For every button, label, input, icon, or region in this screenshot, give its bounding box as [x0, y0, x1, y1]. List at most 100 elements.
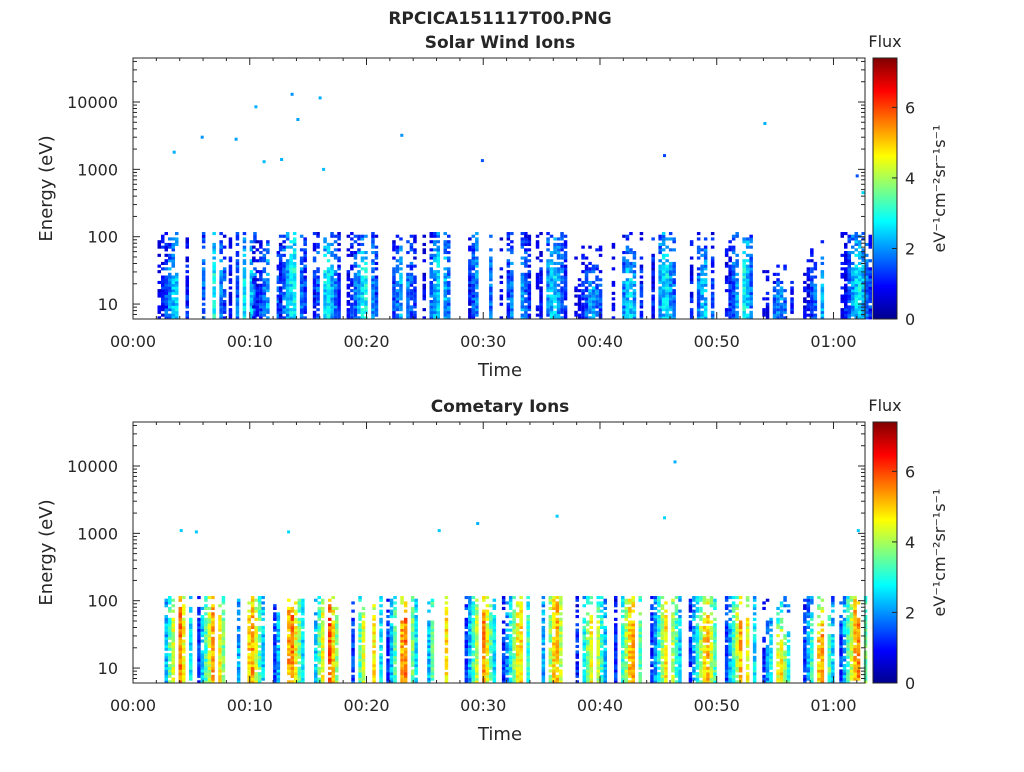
spectrogram-bin: [583, 672, 587, 675]
spectrogram-bin: [259, 300, 263, 303]
spectrogram-bin: [521, 281, 525, 284]
spectrogram-bin: [291, 618, 295, 621]
spectrogram-bin: [414, 659, 418, 662]
spectrogram-bin: [430, 314, 434, 317]
spectrogram-bin: [516, 648, 520, 651]
spectrogram-bin: [189, 642, 193, 645]
spectrogram-bin: [604, 675, 608, 678]
spectrogram-bin: [431, 645, 435, 648]
spectrogram-bin: [590, 656, 594, 659]
spectrogram-bin: [546, 270, 550, 273]
spectrogram-bin: [658, 297, 662, 300]
spectrogram-bin: [512, 667, 516, 670]
spectrogram-bin: [294, 601, 298, 604]
spectrogram-bin: [259, 311, 263, 314]
spectrogram-bin: [790, 286, 794, 289]
spectrogram-bin: [321, 645, 325, 648]
spectrogram-bin: [318, 612, 322, 615]
spectrogram-bin: [364, 300, 368, 303]
spectrogram-bin: [400, 664, 404, 667]
spectrogram-bin: [728, 248, 732, 251]
spectrogram-bin: [621, 653, 625, 656]
spectrogram-bin: [468, 246, 472, 249]
spectrogram-bin: [350, 251, 354, 254]
spectrogram-bin: [300, 303, 304, 306]
spectrogram-bin: [251, 637, 255, 640]
spectrogram-bin: [197, 640, 201, 643]
spectrogram-bin: [588, 303, 592, 306]
spectrogram-bin: [539, 289, 543, 292]
spectrogram-bin: [581, 308, 585, 311]
spectrogram-bin: [392, 270, 396, 273]
spectrogram-bin: [546, 276, 550, 279]
spectrogram-bin: [633, 251, 637, 254]
spectrogram-bin: [328, 642, 332, 645]
spectrogram-bin: [411, 626, 415, 629]
spectrogram-bin: [475, 281, 479, 284]
spectrogram-bin: [848, 305, 852, 308]
spectrogram-bin: [318, 618, 322, 621]
spectrogram-bin: [223, 235, 227, 238]
spectrogram-bin: [222, 659, 226, 662]
spectrogram-bin: [335, 631, 339, 634]
spectrogram-bin: [189, 618, 193, 621]
spectrogram-bin: [282, 295, 286, 298]
spectrogram-bin: [639, 661, 643, 664]
spectrogram-bin: [211, 626, 215, 629]
spectrogram-bin: [583, 642, 587, 645]
spectrogram-bin: [766, 305, 770, 308]
spectrogram-bin: [697, 314, 701, 317]
burst-10: [542, 596, 563, 683]
spectrogram-bin: [263, 303, 267, 306]
spectrogram-bin: [542, 618, 546, 621]
spectrogram-bin: [279, 254, 283, 257]
spectrogram-bin: [855, 295, 859, 298]
spectrogram-bin: [742, 314, 746, 317]
spectrogram-bin: [465, 645, 469, 648]
spectrogram-bin: [600, 659, 604, 662]
spectrogram-bin: [202, 297, 206, 300]
spectrogram-bin: [669, 314, 673, 317]
spectrogram-bin: [489, 273, 493, 276]
spectrogram-bin: [704, 297, 708, 300]
spectrogram-bin: [539, 251, 543, 254]
spectrogram-bin: [658, 295, 662, 298]
spectrogram-bin: [291, 667, 295, 670]
spectrogram-bin: [293, 243, 297, 246]
spectrogram-bin: [236, 276, 240, 279]
spectrogram-bin: [560, 267, 564, 270]
spectrogram-bin: [493, 667, 497, 670]
spectrogram-bin: [253, 235, 257, 238]
spectrogram-bin: [208, 653, 212, 656]
spectrogram-bin: [445, 621, 449, 624]
spectrogram-bin: [507, 305, 511, 308]
spectrogram-bin: [204, 621, 208, 624]
scatter-point: [280, 158, 283, 161]
spectrogram-bin: [482, 642, 486, 645]
spectrogram-bin: [158, 289, 162, 292]
spectrogram-bin: [300, 259, 304, 262]
spectrogram-bin: [182, 623, 186, 626]
spectrogram-bin: [201, 667, 205, 670]
spectrogram-bin: [766, 292, 770, 295]
spectrogram-bin: [273, 645, 277, 648]
spectrogram-bin: [168, 642, 172, 645]
spectrogram-bin: [328, 650, 332, 653]
spectrogram-bin: [313, 297, 317, 300]
spectrogram-bin: [313, 232, 317, 235]
spectrogram-bin: [279, 273, 283, 276]
spectrogram-bin: [597, 648, 601, 651]
spectrogram-bin: [313, 311, 317, 314]
spectrogram-bin: [350, 289, 354, 292]
spectrogram-bin: [236, 232, 240, 235]
spectrogram-bin: [168, 308, 172, 311]
spectrogram-bin: [550, 297, 554, 300]
x-axis-label: Time: [477, 360, 522, 381]
spectrogram-bin: [539, 305, 543, 308]
spectrogram-bin: [259, 289, 263, 292]
spectrogram-bin: [604, 656, 608, 659]
spectrogram-bin: [472, 659, 476, 662]
spectrogram-bin: [430, 273, 434, 276]
spectrogram-bin: [559, 629, 563, 632]
spectrogram-bin: [313, 286, 317, 289]
